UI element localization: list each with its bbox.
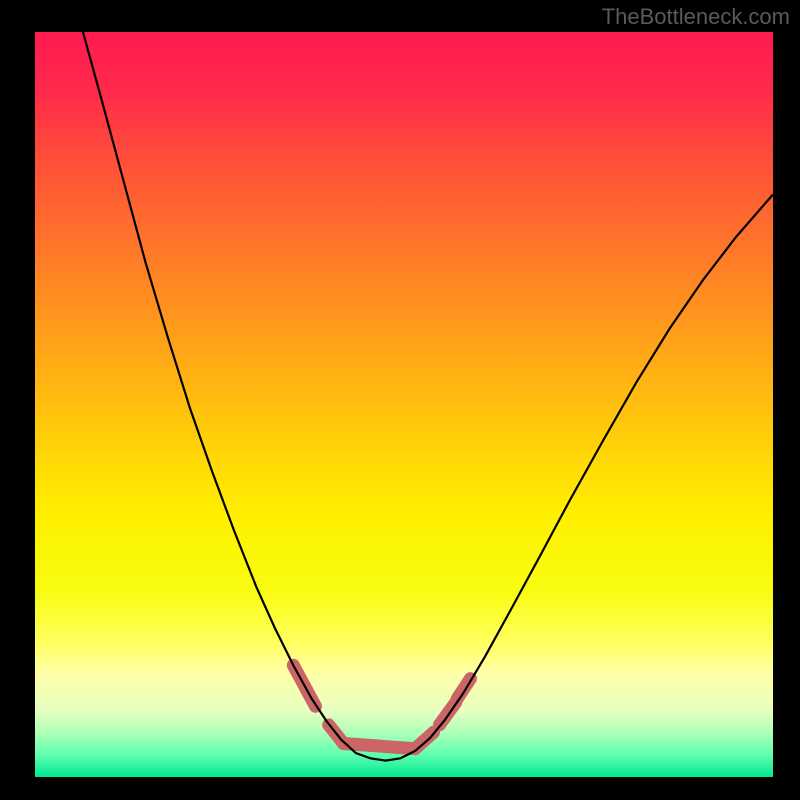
highlight-path	[457, 679, 470, 699]
bottleneck-curve	[83, 32, 773, 761]
chart-plot-area	[35, 32, 773, 777]
watermark-text: TheBottleneck.com	[602, 4, 790, 30]
highlight-path	[439, 703, 455, 725]
chart-curve-svg	[35, 32, 773, 777]
highlight-path	[415, 732, 433, 748]
highlight-path	[343, 743, 415, 748]
